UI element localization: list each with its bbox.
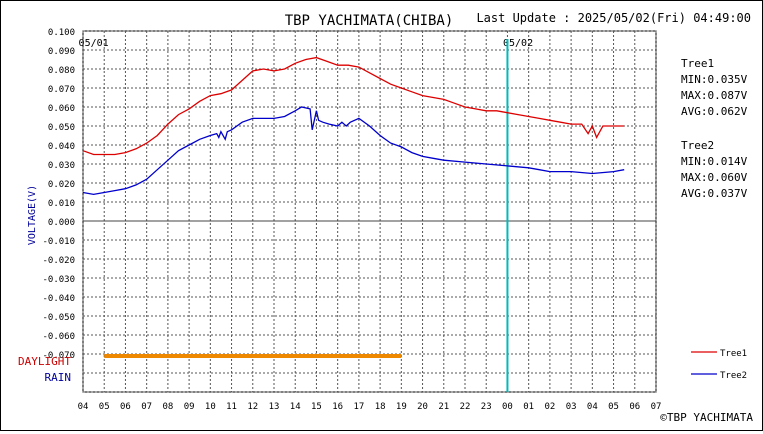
x-tick-label: 21	[438, 402, 449, 412]
y-tick-label: 0.010	[48, 199, 75, 209]
stats-min: MIN:0.035V	[681, 73, 748, 86]
x-tick-label: 16	[332, 402, 343, 412]
daylight-label: DAYLIGHT	[18, 355, 71, 368]
x-tick-label: 17	[353, 402, 364, 412]
y-tick-label: -0.020	[42, 256, 75, 266]
x-tick-label: 01	[523, 402, 534, 412]
x-tick-label: 10	[205, 402, 216, 412]
x-tick-label: 11	[226, 402, 237, 412]
plot-marks: 05/01 05/02	[79, 38, 625, 392]
x-tick-label: 09	[184, 402, 195, 412]
y-tick-label: -0.010	[42, 237, 75, 247]
x-tick-label: 23	[481, 402, 492, 412]
x-tick-label: 08	[162, 402, 173, 412]
x-tick-label: 05	[608, 402, 619, 412]
x-tick-label: 00	[502, 402, 513, 412]
y-tick-label: -0.050	[42, 313, 75, 323]
x-tick-label: 14	[290, 402, 301, 412]
y-tick-label: -0.030	[42, 275, 75, 285]
x-tick-label: 07	[141, 402, 152, 412]
y-tick-label: 0.090	[48, 47, 75, 57]
y-tick-label: 0.050	[48, 123, 75, 133]
x-axis: 04 05 06 07 08 09 10 11 12 13 14 15 16 17 18 19 20 21 22 23…	[78, 402, 662, 412]
x-tick-label: 15	[311, 402, 322, 412]
x-tick-label: 06	[629, 402, 640, 412]
rain-label: RAIN	[45, 371, 72, 384]
y-tick-label: -0.070	[42, 351, 75, 361]
x-tick-label: 03	[566, 402, 577, 412]
x-tick-label: 13	[269, 402, 280, 412]
legend-label: Tree2	[720, 371, 747, 381]
plot-border	[82, 30, 657, 393]
y-tick-label: -0.040	[42, 294, 75, 304]
x-tick-label: 20	[417, 402, 428, 412]
y-tick-label: 0.060	[48, 104, 75, 114]
y-tick-label: -0.060	[42, 332, 75, 342]
legend-label: Tree1	[720, 349, 747, 359]
x-tick-label: 18	[375, 402, 386, 412]
y-tick-label: 0.020	[48, 180, 75, 190]
x-tick-label: 04	[78, 402, 89, 412]
copyright-text: ©TBP YACHIMATA	[660, 411, 753, 424]
y-axis-label: VOLTAGE(V)	[27, 185, 38, 245]
y-tick-label: 0.080	[48, 66, 75, 76]
stats-avg: AVG:0.037V	[681, 187, 748, 200]
x-tick-label: 12	[247, 402, 258, 412]
stats-max: MAX:0.087V	[681, 89, 748, 102]
y-tick-label: 0.040	[48, 142, 75, 152]
date-label: 05/02	[503, 38, 533, 49]
stats-max: MAX:0.060V	[681, 171, 748, 184]
x-tick-label: 02	[544, 402, 555, 412]
x-tick-label: 04	[587, 402, 598, 412]
series-stats: Tree1 MIN:0.035V MAX:0.087V AVG:0.062V Tree2…	[681, 57, 748, 200]
x-tick-label: 19	[396, 402, 407, 412]
legend: Tree1 Tree2	[691, 349, 747, 381]
grid	[82, 30, 657, 393]
y-tick-label: 0.030	[48, 161, 75, 171]
y-tick-label: 0.070	[48, 85, 75, 95]
stats-avg: AVG:0.062V	[681, 105, 748, 118]
y-axis: 0.100 0.090 0.080 0.070 0.060 0.050 0.040 0.030…	[42, 28, 75, 361]
date-label: 05/01	[79, 38, 109, 49]
x-tick-label: 05	[99, 402, 110, 412]
x-tick-label: 06	[120, 402, 131, 412]
stats-min: MIN:0.014V	[681, 155, 748, 168]
series-line-tree1	[82, 56, 625, 156]
series-line-tree2	[82, 106, 625, 196]
last-update-text: Last Update : 2025/05/02(Fri) 04:49:00	[476, 11, 751, 25]
y-tick-label: 0.100	[48, 28, 75, 38]
chart-title: TBP YACHIMATA(CHIBA)	[285, 13, 454, 29]
stats-series-name: Tree2	[681, 139, 714, 152]
x-tick-label: 22	[460, 402, 471, 412]
x-tick-label: 07	[651, 402, 662, 412]
stats-series-name: Tree1	[681, 57, 714, 70]
y-tick-label: 0.000	[48, 218, 75, 228]
